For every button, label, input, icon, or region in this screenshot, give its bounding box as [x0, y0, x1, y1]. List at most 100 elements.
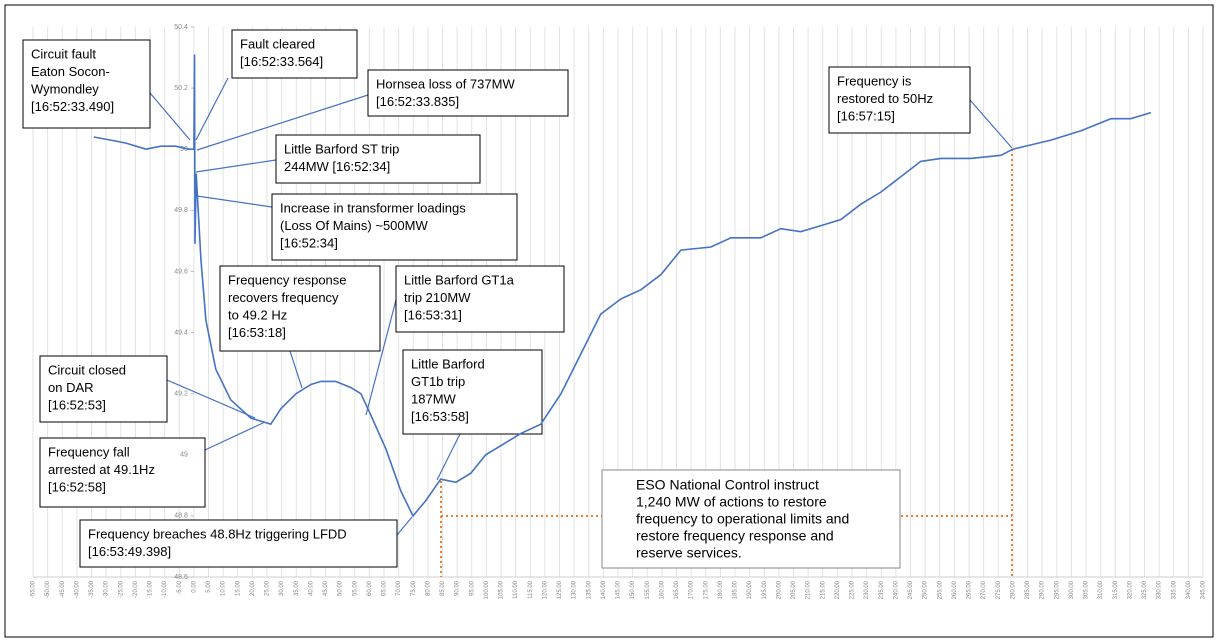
annotation-text: [16:57:15]	[837, 108, 895, 123]
annotation-text: Fault cleared	[240, 36, 315, 51]
annotation-text: restore frequency response and	[636, 528, 834, 544]
x-tick-label: 65.00	[382, 580, 388, 596]
x-tick-label: 290.00	[1040, 580, 1046, 599]
annotation-box	[601, 469, 901, 569]
annotation-text: reserve services.	[636, 545, 742, 561]
annotation-arrow	[204, 421, 266, 451]
x-tick-label: 135.00	[586, 580, 592, 599]
annotation-text: [16:52:53]	[48, 397, 106, 412]
x-tick-label: -55.00	[31, 580, 37, 598]
annotation-text: 187MW	[411, 391, 457, 406]
x-tick-label: 320.00	[1127, 580, 1133, 599]
x-tick-label: 10.00	[221, 580, 227, 596]
annotation-box	[22, 39, 151, 129]
annotation-text: Circuit fault	[31, 46, 96, 61]
x-tick-label: 140.00	[601, 580, 607, 599]
x-tick-label: 205.00	[791, 580, 797, 599]
annotation-text: Frequency fall	[48, 444, 130, 459]
y-tick-label: 49.4	[174, 329, 188, 336]
x-tick-label: 5.00	[206, 580, 212, 592]
x-tick-label: 0.00	[191, 580, 197, 592]
x-tick-label: 200.00	[776, 580, 782, 599]
x-tick-label: 45.00	[323, 580, 329, 596]
x-tick-label: 325.00	[1142, 580, 1148, 599]
y-tick-label: 49	[180, 452, 188, 459]
x-tick-label: -45.00	[60, 580, 66, 598]
y-tick-label: 50.2	[174, 85, 188, 92]
annotation-box	[395, 265, 565, 333]
x-tick-label: 225.00	[850, 580, 856, 599]
x-tick-label: 215.00	[820, 580, 826, 599]
x-tick-label: 190.00	[747, 580, 753, 599]
annotation-text: ESO National Control instruct	[636, 477, 819, 493]
x-tick-label: 185.00	[733, 580, 739, 599]
x-tick-label: 310.00	[1098, 580, 1104, 599]
annotation-text: [16:52:33.835]	[376, 94, 459, 109]
x-tick-label: 95.00	[469, 580, 475, 596]
x-tick-label: 75.00	[411, 580, 417, 596]
annotation-text: [16:52:33.564]	[240, 54, 323, 69]
x-tick-label: 250.00	[923, 580, 929, 599]
annotation-text: Frequency breaches 48.8Hz triggering LFD…	[88, 526, 347, 541]
x-tick-label: 165.00	[674, 580, 680, 599]
y-tick-label: 50.4	[174, 24, 188, 31]
x-tick-label: 40.00	[308, 580, 314, 596]
x-tick-label: 115.00	[528, 580, 534, 599]
annotation-text: [16:52:33.490]	[31, 99, 114, 114]
x-tick-label: 180.00	[718, 580, 724, 599]
x-tick-label: 335.00	[1171, 580, 1177, 599]
x-tick-label: 50.00	[338, 580, 344, 596]
annotation-text: 244MW [16:52:34]	[284, 159, 390, 174]
x-tick-label: 285.00	[1025, 580, 1031, 599]
annotation-text: recovers frequency	[228, 290, 339, 305]
x-tick-label: 220.00	[835, 580, 841, 599]
x-tick-label: 145.00	[616, 580, 622, 599]
annotation-arrow	[166, 379, 256, 419]
annotation-arrow	[195, 159, 277, 173]
x-tick-label: 100.00	[484, 580, 490, 599]
annotation-text: arrested at 49.1Hz	[48, 462, 155, 477]
x-tick-label: 330.00	[1157, 580, 1163, 599]
annotation-text: Frequency is	[837, 73, 912, 88]
x-tick-label: 300.00	[1069, 580, 1075, 599]
y-tick-label: 49.8	[174, 207, 188, 214]
x-tick-label: -20.00	[133, 580, 139, 598]
annotation-box	[39, 437, 206, 508]
annotation-text: trip 210MW	[404, 290, 471, 305]
annotation-box	[39, 355, 168, 423]
x-tick-label: 110.00	[513, 580, 519, 599]
annotation-box	[828, 66, 971, 134]
series-line	[93, 54, 1152, 518]
x-tick-label: 150.00	[630, 580, 636, 599]
y-tick-label: 49.2	[174, 391, 188, 398]
annotation-box	[219, 265, 381, 352]
x-tick-label: 230.00	[864, 580, 870, 599]
x-tick-label: -50.00	[45, 580, 51, 598]
x-tick-label: 125.00	[557, 580, 563, 599]
x-tick-label: 60.00	[367, 580, 373, 596]
x-tick-label: 160.00	[659, 580, 665, 599]
x-tick-label: 195.00	[762, 580, 768, 599]
x-tick-label: 55.00	[352, 580, 358, 596]
x-tick-label: 305.00	[1084, 580, 1090, 599]
annotation-text: restored to 50Hz	[837, 91, 933, 106]
x-tick-label: 295.00	[1054, 580, 1060, 599]
x-tick-label: 270.00	[981, 580, 987, 599]
x-tick-label: -35.00	[89, 580, 95, 598]
x-tick-label: 340.00	[1186, 580, 1192, 599]
y-tick-label: 48.6	[174, 574, 188, 581]
annotation-box	[79, 519, 398, 568]
annotation-text: [16:53:49.398]	[88, 544, 171, 559]
x-tick-label: 260.00	[952, 580, 958, 599]
annotation-text: Little Barford GT1a	[404, 272, 515, 287]
x-tick-label: 80.00	[425, 580, 431, 596]
annotation-text: Eaton Socon-	[31, 64, 110, 79]
annotation-text: Wymondley	[31, 81, 99, 96]
x-tick-label: 30.00	[279, 580, 285, 596]
x-tick-label: 105.00	[499, 580, 505, 599]
layer: Circuit fault Eaton Socon- Wymondley [16:52…	[22, 29, 1013, 577]
x-tick-label: 90.00	[455, 580, 461, 596]
x-tick-label: -10.00	[162, 580, 168, 598]
x-tick-label: 255.00	[937, 580, 943, 599]
